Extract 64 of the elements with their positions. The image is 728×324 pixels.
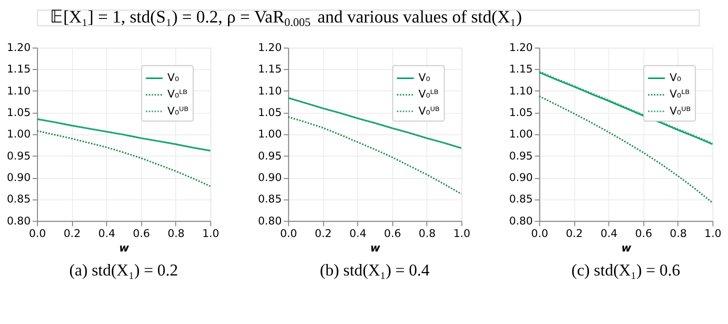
y-tick-label: 0.80 xyxy=(509,214,534,228)
x-tick-label: 0.2 xyxy=(64,226,81,240)
x-tick-label: 0.6 xyxy=(384,226,402,240)
x-axis-title: w xyxy=(119,242,130,255)
y-tick-label: 0.90 xyxy=(509,170,534,184)
legend-label: V₀ᴸᴮ xyxy=(418,88,439,101)
legend-label: V₀ᴸᴮ xyxy=(670,88,690,101)
x-tick-label: 1.0 xyxy=(453,226,471,240)
y-tick-label: 1.20 xyxy=(509,41,534,54)
y-tick-label: 0.95 xyxy=(6,149,31,162)
x-tick-label: 0.4 xyxy=(349,226,367,240)
x-tick-label: 0.6 xyxy=(132,226,150,240)
line-series xyxy=(36,118,212,152)
y-tick-label: 1.10 xyxy=(509,84,534,98)
text: (c) std(X₁) = 0.6 xyxy=(571,260,680,280)
x-tick-label: 0.2 xyxy=(566,226,583,240)
x-tick-label: 0.2 xyxy=(314,226,332,240)
y-tick-label: 0.85 xyxy=(6,192,31,206)
x-tick-label: 0.8 xyxy=(168,226,185,240)
y-tick-label: 1.10 xyxy=(258,84,282,98)
y-tick-label: 1.00 xyxy=(258,128,282,141)
x-tick-label: 0.4 xyxy=(98,226,116,240)
line-series xyxy=(36,130,212,187)
line-series xyxy=(287,116,462,195)
y-tick-label: 1.15 xyxy=(6,62,31,76)
x-tick-label: 0.0 xyxy=(531,226,548,240)
y-tick-label: 0.85 xyxy=(258,192,282,206)
x-tick-label: 0.0 xyxy=(28,226,46,240)
y-tick-label: 0.95 xyxy=(258,149,282,162)
y-tick-label: 1.10 xyxy=(6,84,31,98)
y-tick-label: 0.90 xyxy=(6,170,31,184)
x-tick-label: 0.0 xyxy=(280,226,298,240)
legend-label: V₀ᴸᴮ xyxy=(167,88,188,101)
legend-label: V₀ xyxy=(670,71,682,84)
legend-label: V₀ xyxy=(418,71,430,84)
y-tick-label: 1.00 xyxy=(6,128,31,141)
text: (a) std(X₁) = 0.2 xyxy=(69,260,178,280)
x-tick-label: 0.8 xyxy=(670,226,687,240)
y-tick-label: 0.90 xyxy=(258,170,282,184)
y-tick-label: 1.15 xyxy=(509,62,533,76)
x-tick-label: 0.6 xyxy=(635,226,652,240)
y-tick-label: 0.80 xyxy=(6,214,31,228)
y-tick-label: 1.20 xyxy=(6,41,31,54)
y-tick-label: 1.05 xyxy=(258,106,282,119)
legend-label: V₀ᵁᴮ xyxy=(670,104,692,118)
y-tick-label: 1.05 xyxy=(509,106,533,119)
legend-label: V₀ xyxy=(167,71,180,84)
x-tick-label: 1.0 xyxy=(202,226,220,240)
legend-label: V₀ᵁᴮ xyxy=(418,104,440,118)
text: (b) std(X₁) = 0.4 xyxy=(320,260,430,280)
y-tick-label: 0.95 xyxy=(509,149,533,162)
x-axis-title: w xyxy=(621,242,632,255)
legend-label: V₀ᵁᴮ xyxy=(167,104,189,118)
y-tick-label: 0.80 xyxy=(258,214,282,228)
x-tick-label: 0.8 xyxy=(418,226,436,240)
y-tick-label: 1.20 xyxy=(258,41,282,54)
y-tick-label: 1.05 xyxy=(6,106,31,119)
x-axis-title: w xyxy=(370,242,380,255)
x-tick-label: 0.4 xyxy=(600,226,618,240)
y-tick-label: 1.00 xyxy=(509,128,534,141)
y-tick-label: 0.85 xyxy=(509,192,533,206)
y-tick-label: 1.15 xyxy=(258,62,282,76)
line-series xyxy=(287,97,462,149)
x-tick-label: 1.0 xyxy=(704,226,722,240)
